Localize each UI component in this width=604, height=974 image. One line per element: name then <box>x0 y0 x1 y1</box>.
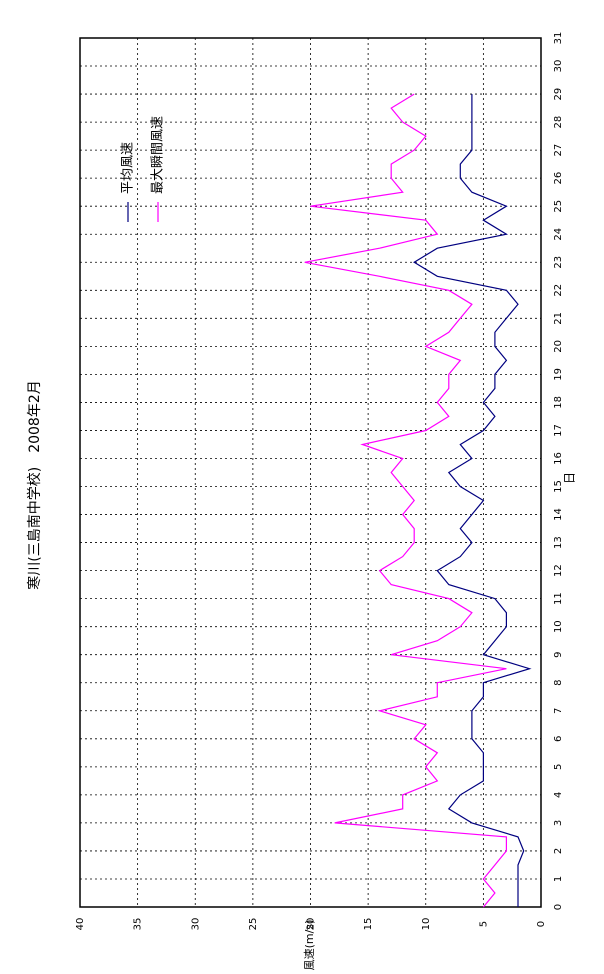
legend-label: 最大瞬間風速 <box>151 116 166 194</box>
x-tick-label: 28 <box>553 116 564 129</box>
x-tick-label: 7 <box>553 708 564 714</box>
x-tick-label: 24 <box>553 228 564 241</box>
x-tick-label: 15 <box>553 480 564 493</box>
x-tick-label: 4 <box>553 792 564 798</box>
x-tick-label: 1 <box>553 876 564 882</box>
x-tick-label: 19 <box>553 368 564 381</box>
series-line <box>413 94 532 907</box>
y-tick-label: 25 <box>248 918 259 931</box>
x-tick-label: 30 <box>553 60 564 73</box>
y-tick-label: 20 <box>306 918 317 931</box>
x-tick-label: 26 <box>553 172 564 185</box>
x-tick-label: 25 <box>553 200 564 213</box>
y-tick-label: 0 <box>536 921 547 927</box>
x-tick-label: 21 <box>553 312 564 325</box>
x-tick-label: 10 <box>553 620 564 633</box>
x-tick-label: 12 <box>553 564 564 577</box>
y-axis-label: 風速(m/s) <box>303 920 316 970</box>
y-tick-label: 30 <box>190 918 201 931</box>
x-tick-label: 2 <box>553 848 564 854</box>
x-tick-label: 6 <box>553 736 564 742</box>
x-tick-label: 29 <box>553 88 564 101</box>
x-tick-label: 5 <box>553 764 564 770</box>
x-tick-label: 9 <box>553 652 564 658</box>
y-tick-label: 35 <box>133 918 144 931</box>
x-tick-label: 16 <box>553 452 564 465</box>
x-tick-label: 17 <box>553 424 564 437</box>
x-tick-label: 20 <box>553 340 564 353</box>
y-tick-label: 40 <box>75 918 86 931</box>
x-tick-label: 11 <box>553 592 564 605</box>
x-tick-label: 31 <box>553 32 564 45</box>
x-tick-label: 14 <box>553 508 564 521</box>
x-tick-label: 0 <box>553 904 564 910</box>
y-tick-label: 15 <box>363 918 374 931</box>
x-tick-label: 23 <box>553 256 564 269</box>
x-tick-label: 8 <box>553 680 564 686</box>
chart-title: 寒川(三島南中学校) 2008年2月 <box>26 380 43 589</box>
y-tick-label: 5 <box>478 921 489 927</box>
x-tick-label: 3 <box>553 820 564 826</box>
x-tick-label: 13 <box>553 536 564 549</box>
series-line <box>304 93 507 908</box>
x-axis-label: 日 <box>563 472 577 484</box>
x-tick-label: 22 <box>553 284 564 297</box>
x-tick-label: 27 <box>553 144 564 157</box>
legend-label: 平均風速 <box>121 142 136 194</box>
y-tick-label: 10 <box>421 918 432 931</box>
x-tick-label: 18 <box>553 396 564 409</box>
